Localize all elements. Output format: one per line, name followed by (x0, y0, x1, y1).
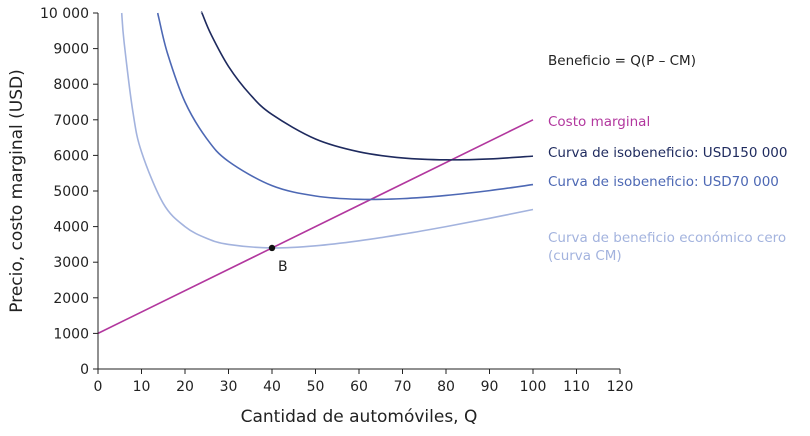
y-tick-label: 2000 (53, 291, 89, 307)
curves (97, 11, 534, 335)
y-tick-label: 6000 (53, 148, 89, 164)
y-tick-label: 1000 (53, 326, 89, 342)
series-line-0 (97, 119, 534, 335)
y-axis-label: Precio, costo marginal (USD) (7, 69, 27, 312)
x-tick-label: 10 (133, 379, 151, 395)
y-tick-label: 9000 (53, 42, 89, 58)
x-axis-label: Cantidad de automóviles, Q (241, 407, 478, 427)
x-tick-label: 70 (394, 379, 412, 395)
y-tick-label: 8000 (53, 77, 89, 93)
y-tick-label: 7000 (53, 113, 89, 129)
annotation-zero-line1: Curva de beneficio económico cero (548, 230, 786, 246)
x-tick-label: 100 (520, 379, 547, 395)
y-tick-label: 4000 (53, 220, 89, 236)
x-tick-label: 90 (481, 379, 499, 395)
points: B (268, 244, 288, 275)
x-tick-label: 120 (607, 379, 634, 395)
series-line-3 (120, 12, 534, 249)
point-B (268, 244, 276, 252)
x-tick-label: 0 (94, 379, 103, 395)
x-tick-label: 50 (307, 379, 325, 395)
y-tick-label: 3000 (53, 255, 89, 271)
ticks: 0 10 20 30 40 50 60 70 80 90 100 110 120 0 1000 2000 300… (40, 6, 633, 395)
y-tick-label: 5000 (53, 184, 89, 200)
x-tick-label: 60 (350, 379, 368, 395)
x-tick-label: 40 (263, 379, 281, 395)
x-tick-label: 20 (176, 379, 194, 395)
x-tick-label: 110 (563, 379, 590, 395)
annotation-iso70: Curva de isobeneficio: USD70 000 (548, 174, 779, 190)
x-tick-label: 30 (220, 379, 238, 395)
annotation-mc: Costo marginal (548, 114, 650, 130)
point-label: B (278, 259, 288, 275)
annotation-zero-line2: (curva CM) (548, 248, 622, 264)
series-line-2 (157, 12, 534, 201)
x-tick-label: 80 (437, 379, 455, 395)
annotation-iso150: Curva de isobeneficio: USD150 000 (548, 145, 787, 161)
annotation-formula: Beneficio = Q(P – CM) (548, 53, 696, 69)
y-tick-label: 10 000 (40, 6, 89, 22)
series-line-1 (200, 11, 534, 161)
y-tick-label: 0 (80, 362, 89, 378)
